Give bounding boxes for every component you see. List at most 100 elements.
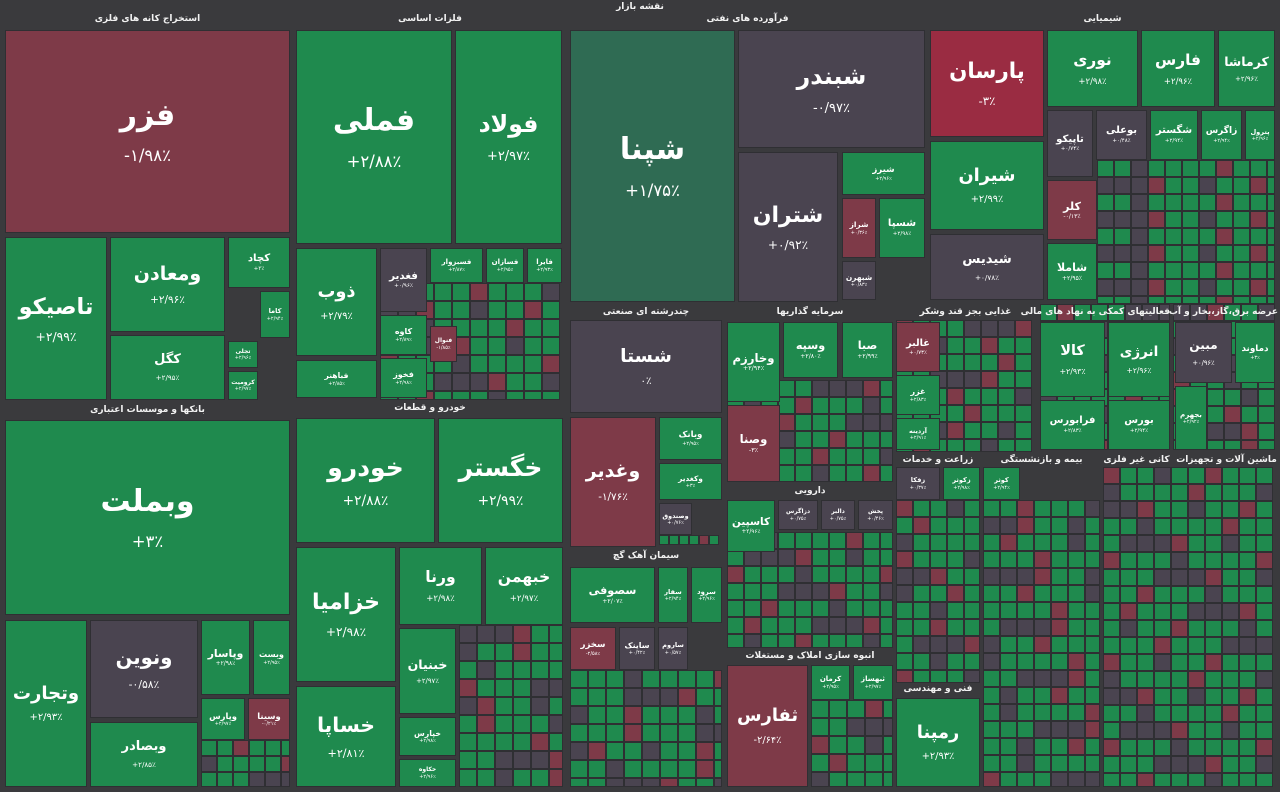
stock-tile[interactable]: دالبر +۰/۷۵٪ <box>821 500 855 530</box>
stock-tile[interactable]: شیران +۲/۹۹٪ <box>930 141 1044 230</box>
stock-tile[interactable]: فسازان +۲/۹۵٪ <box>486 248 524 283</box>
stock-tile[interactable]: کاما +۲/۹۴٪ <box>260 291 290 338</box>
stock-tile[interactable]: وپاسار +۲/۹۸٪ <box>201 620 250 695</box>
stock-tile[interactable]: کلر -۰/۱۳٪ <box>1047 180 1097 240</box>
stock-tile[interactable]: فسبزوار +۲/۸۷٪ <box>430 248 483 283</box>
stock-tile[interactable]: شاملا +۲/۹۵٪ <box>1047 243 1097 300</box>
small-tile <box>1017 653 1034 670</box>
stock-tile[interactable]: شراز +۰/۳۶٪ <box>842 198 876 258</box>
stock-tile[interactable]: کگل +۲/۹۵٪ <box>110 335 225 400</box>
stock-tile[interactable]: ومعادن +۲/۹۶٪ <box>110 237 225 332</box>
stock-tile[interactable]: وصنا -۳٪ <box>727 405 780 482</box>
stock-tile[interactable]: سفار +۲/۹۴٪ <box>658 567 688 623</box>
stock-tile[interactable]: ونوین -۰/۵۸٪ <box>90 620 198 718</box>
stock-tile[interactable]: کاسپین +۲/۹۶٪ <box>727 500 775 552</box>
stock-tile[interactable]: خبهمن +۲/۹۷٪ <box>485 547 563 625</box>
stock-tile[interactable]: سخزر -۲/۵۸٪ <box>570 627 616 670</box>
small-tile <box>829 549 846 566</box>
stock-tile[interactable]: ثبهساز +۲/۹۷٪ <box>853 665 893 700</box>
stock-tile[interactable]: رمپنا +۲/۹۳٪ <box>896 698 980 787</box>
stock-tile[interactable]: ساروم +۰/۵۷٪ <box>658 627 688 670</box>
stock-tile[interactable]: بورس +۲/۹۴٪ <box>1108 400 1170 450</box>
stock-tile[interactable]: فارس +۲/۹۶٪ <box>1141 30 1215 107</box>
stock-tile[interactable]: وبملت +۳٪ <box>5 420 290 615</box>
stock-tile[interactable]: وخارزم +۲/۹۴٪ <box>727 322 780 402</box>
stock-tile[interactable]: تجلی +۲/۹۶٪ <box>228 341 258 368</box>
stock-tile[interactable]: فغدیر +۰/۹۶٪ <box>380 248 427 312</box>
small-tile <box>1017 704 1034 721</box>
stock-tile[interactable]: وسپه +۲/۸۰٪ <box>783 322 838 378</box>
stock-tile[interactable]: وسینا -۰/۲۱٪ <box>248 698 290 740</box>
stock-tile[interactable]: شگستر +۲/۹۴٪ <box>1150 110 1198 160</box>
stock-tile[interactable]: شیرز +۲/۹۶٪ <box>842 152 925 195</box>
stock-tile[interactable]: فرابورس +۲/۸۳٪ <box>1040 400 1105 450</box>
stock-tile[interactable]: وبانک +۲/۹۵٪ <box>659 417 722 460</box>
stock-tile[interactable]: کوثر +۲/۹۴٪ <box>983 467 1020 500</box>
stock-tile[interactable]: فزر -۱/۹۸٪ <box>5 30 290 233</box>
stock-tile[interactable]: فنوال -۱/۸۵٪ <box>430 326 457 362</box>
stock-tile[interactable]: زکوثر +۲/۹۸٪ <box>943 467 980 500</box>
stock-change: +۰/۹۲٪ <box>767 237 809 252</box>
stock-tile[interactable]: خکاوه +۲/۹۶٪ <box>399 759 456 787</box>
stock-tile[interactable]: شبهرن +۰/۸۳٪ <box>842 261 876 300</box>
stock-tile[interactable]: سصوفی +۲/۰۷٪ <box>570 567 655 623</box>
stock-tile[interactable]: شبندر -۰/۹۷٪ <box>738 30 925 148</box>
stock-tile[interactable]: فملی +۲/۸۸٪ <box>296 30 452 244</box>
stock-tile[interactable]: شسپا +۲/۹۸٪ <box>879 198 925 258</box>
stock-tile[interactable]: دماوند +۳٪ <box>1235 322 1275 383</box>
stock-tile[interactable]: شیدیس +۰/۷۸٪ <box>930 234 1044 300</box>
stock-tile[interactable]: پارسان -۳٪ <box>930 30 1044 137</box>
stock-tile[interactable]: صبا +۲/۹۹٪ <box>842 322 893 378</box>
stock-tile[interactable]: تاپیکو +۰/۷۴٪ <box>1047 110 1093 177</box>
stock-tile[interactable]: وبست +۲/۹۵٪ <box>253 620 290 695</box>
stock-tile[interactable]: انرژی +۲/۹۶٪ <box>1108 322 1170 397</box>
stock-tile[interactable]: فایرا +۲/۹۳٪ <box>527 248 562 283</box>
stock-tile[interactable]: وکغدیر +۳٪ <box>659 463 722 500</box>
stock-tile[interactable]: زاگرس +۲/۹۴٪ <box>1201 110 1242 160</box>
stock-tile[interactable]: کرمان +۲/۹۵٪ <box>811 665 850 700</box>
stock-tile[interactable]: غزر +۲/۸۳٪ <box>896 375 940 415</box>
stock-tile[interactable]: بجهرم +۲/۹۲٪ <box>1175 386 1207 450</box>
stock-tile[interactable]: خساپا +۲/۸۱٪ <box>296 686 396 787</box>
stock-tile[interactable]: پترول +۲/۹۶٪ <box>1245 110 1275 160</box>
stock-tile[interactable]: سرود +۲/۹۶٪ <box>691 567 722 623</box>
small-tile <box>829 465 846 482</box>
small-tile <box>829 380 846 397</box>
stock-tile[interactable]: ورنا +۲/۹۸٪ <box>399 547 482 625</box>
stock-tile[interactable]: خگستر +۲/۹۹٪ <box>438 418 563 543</box>
stock-tile[interactable]: آردینه +۲/۹۱٪ <box>896 418 940 450</box>
stock-tile[interactable]: خودرو +۲/۸۸٪ <box>296 418 435 543</box>
stock-tile[interactable]: شپنا +۱/۷۵٪ <box>570 30 735 302</box>
stock-tile[interactable]: کرماشا +۲/۹۶٪ <box>1218 30 1275 107</box>
stock-tile[interactable]: شتران +۰/۹۲٪ <box>738 152 838 302</box>
stock-tile[interactable]: وبصادر +۲/۸۵٪ <box>90 722 198 787</box>
stock-tile[interactable]: وغدیر -۱/۷۶٪ <box>570 417 656 547</box>
stock-tile[interactable]: زفکا +۰/۳۷٪ <box>896 467 940 500</box>
stock-tile[interactable]: دزاگرس +۰/۷۵٪ <box>778 500 818 530</box>
stock-tile[interactable]: فولاد +۲/۹۷٪ <box>455 30 562 244</box>
stock-tile[interactable]: پخش +۰/۴۶٪ <box>858 500 893 530</box>
stock-tile[interactable]: مبین +۰/۹۶٪ <box>1175 322 1232 383</box>
small-tile <box>1239 552 1256 569</box>
stock-tile[interactable]: نوری +۲/۹۸٪ <box>1047 30 1138 107</box>
stock-tile[interactable]: ثفارس -۲/۶۴٪ <box>727 665 808 787</box>
stock-tile[interactable]: ساینک +۰/۴۲٪ <box>619 627 655 670</box>
stock-tile[interactable]: وپارس +۲/۹۷٪ <box>201 698 245 740</box>
stock-tile[interactable]: کالا +۲/۹۳٪ <box>1040 322 1105 397</box>
stock-tile[interactable]: وتجارت +۲/۹۳٪ <box>5 620 87 787</box>
stock-tile[interactable]: خزامیا +۲/۹۸٪ <box>296 547 396 682</box>
stock-tile[interactable]: غالبر +۰/۷۳٪ <box>896 322 940 372</box>
stock-tile[interactable]: خبنیان +۲/۹۷٪ <box>399 628 456 714</box>
small-tile <box>1148 279 1165 296</box>
stock-tile[interactable]: تاصیکو +۲/۹۹٪ <box>5 237 107 400</box>
stock-tile[interactable]: فخوز +۲/۹۸٪ <box>380 358 427 398</box>
stock-tile[interactable]: ذوب +۲/۷۹٪ <box>296 248 377 356</box>
stock-tile[interactable]: شستا ۰٪ <box>570 320 722 413</box>
stock-tile[interactable]: بوعلی +۰/۴۸٪ <box>1096 110 1147 160</box>
stock-tile[interactable]: وصندوق +۰/۷۶٪ <box>659 503 692 535</box>
stock-tile[interactable]: فباهنر +۲/۸۵٪ <box>296 360 377 398</box>
stock-tile[interactable]: کرومیت +۲/۹۷٪ <box>228 371 258 400</box>
stock-tile[interactable]: کچاد +۳٪ <box>228 237 290 288</box>
stock-tile[interactable]: کاوه +۲/۸۹٪ <box>380 315 427 355</box>
stock-tile[interactable]: خپارس +۲/۹۸٪ <box>399 717 456 756</box>
